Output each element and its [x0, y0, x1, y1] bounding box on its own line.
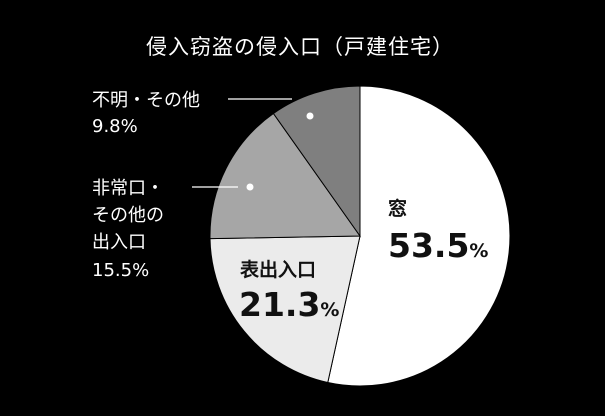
slice-unit-window: % — [469, 240, 488, 262]
slice-value-window: 53.5% — [388, 226, 488, 265]
leader-dot-other — [306, 112, 314, 120]
slice-value-emergency: 15.5% — [92, 260, 149, 281]
pie-slice-window — [327, 85, 511, 387]
pie-slice-emergency-exit — [209, 112, 361, 240]
pie-slice-front-door — [209, 235, 361, 384]
slice-number-window: 53.5 — [388, 226, 469, 265]
slice-label-emergency-line3: 出入口 — [92, 232, 146, 253]
pie-slice-other — [272, 85, 361, 238]
slice-label-emergency-line1: 非常口・ — [92, 178, 164, 199]
slice-value-front-door: 21.3% — [239, 285, 339, 324]
slice-value-other: 9.8% — [92, 116, 138, 137]
slice-label-window: 窓 — [388, 197, 407, 220]
slice-label-other: 不明・その他 — [92, 90, 200, 111]
slice-number-front-door: 21.3 — [239, 285, 320, 324]
chart-title: 侵入窃盗の侵入口（戸建住宅） — [146, 35, 454, 59]
slice-label-front-door: 表出入口 — [240, 258, 316, 281]
pie-slices — [209, 85, 511, 387]
slice-unit-front-door: % — [320, 299, 339, 321]
slice-label-emergency-line2: その他の — [92, 205, 164, 226]
leader-dot-emergency — [246, 183, 254, 191]
